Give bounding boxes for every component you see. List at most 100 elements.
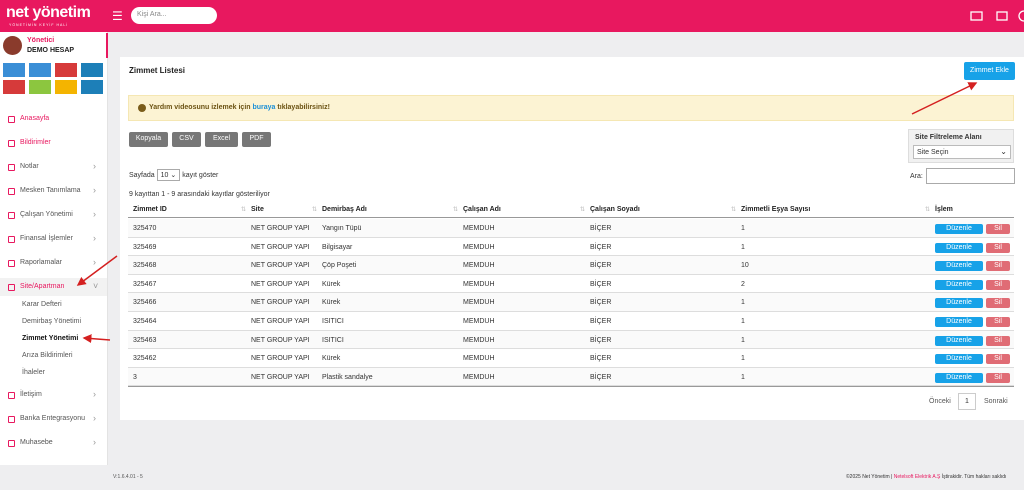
table-row [128, 256, 1014, 275]
quick-icon[interactable] [3, 63, 25, 77]
search-label: Ara: [910, 173, 923, 180]
quick-icon[interactable] [29, 80, 51, 94]
alert-link[interactable]: buraya [252, 104, 276, 111]
edit-button[interactable]: Düzenle [935, 242, 983, 253]
filter-box: Site Filtreleme Alanı Site Seçin ⌄ [908, 129, 1014, 163]
table-cell: Plastik sandalye [322, 373, 373, 381]
delete-button[interactable]: Sil [986, 261, 1010, 272]
delete-button[interactable]: Sil [986, 372, 1010, 383]
filter-select[interactable]: Site Seçin ⌄ [913, 145, 1011, 159]
table-search[interactable] [926, 168, 1015, 184]
table-cell: BİÇER [590, 280, 612, 288]
table-cell: BİÇER [590, 355, 612, 363]
table-cell: 325469 [133, 243, 157, 251]
edit-button[interactable]: Düzenle [935, 224, 983, 234]
table-cell: BİÇER [590, 373, 612, 381]
logo[interactable]: net yönetim [6, 4, 91, 21]
menu-item[interactable]: Finansal İşlemler [20, 235, 73, 242]
export-button[interactable]: Kopyala [129, 132, 168, 147]
sort-icon: ⇅ [241, 207, 247, 213]
delete-button[interactable]: Sil [986, 242, 1010, 253]
quick-icon[interactable] [55, 80, 77, 94]
sort-icon: ⇅ [453, 207, 459, 213]
delete-button[interactable]: Sil [986, 298, 1010, 309]
delete-button[interactable]: Sil [986, 279, 1010, 290]
export-button[interactable]: Excel [205, 132, 238, 147]
search-box[interactable]: Kişi Ara... [131, 7, 217, 24]
page-size-select[interactable]: 10 ⌄ [156, 169, 181, 181]
export-button[interactable]: CSV [172, 132, 201, 147]
column-header[interactable]: Zimmet ID [133, 206, 167, 213]
quick-icon[interactable] [81, 80, 103, 94]
sidebar: net yönetim YÖNETİMİN KEYİF HALİ Yönetic… [0, 0, 108, 465]
menu-toggle[interactable]: ☰ [112, 9, 123, 23]
menu-item[interactable]: Çalışan Yönetimi [20, 211, 73, 218]
delete-button[interactable]: Sil [986, 317, 1010, 327]
menu-item[interactable]: Bildirimler [20, 139, 51, 146]
column-header[interactable]: Çalışan Adı [463, 206, 501, 213]
menu-chevron: › [93, 437, 96, 447]
table-cell: Çöp Poşeti [322, 262, 357, 270]
menu-item[interactable]: İletişim [20, 391, 42, 398]
table-row [128, 219, 1014, 238]
column-header[interactable]: Site [251, 206, 264, 213]
menu-item[interactable]: Raporlamalar [20, 259, 63, 266]
table-cell: MEMDUH [463, 280, 495, 288]
company-link[interactable]: Netelsoft Elektrik A.Ş [893, 474, 941, 480]
edit-button[interactable]: Düzenle [935, 279, 983, 290]
quick-icon[interactable] [55, 63, 77, 77]
table-cell: NET GROUP YAPI [251, 225, 310, 232]
quick-icon[interactable] [3, 80, 25, 94]
user-icon[interactable] [1018, 10, 1024, 22]
quick-icon[interactable] [81, 63, 103, 77]
mail-icon[interactable] [996, 11, 1008, 21]
select-caret: ⌄ [1000, 147, 1007, 156]
export-button[interactable]: PDF [242, 132, 271, 147]
page-title: Zimmet Listesi [129, 66, 186, 75]
menu-item[interactable]: Banka Entegrasyonu [20, 415, 85, 422]
table-cell: BİÇER [590, 225, 612, 232]
edit-button[interactable]: Düzenle [935, 298, 983, 309]
column-header[interactable]: Çalışan Soyadı [590, 206, 640, 213]
add-button[interactable]: Zimmet Ekle [964, 62, 1015, 80]
alert-suffix: tıklayabilirsiniz! [277, 104, 330, 111]
edit-button[interactable]: Düzenle [935, 335, 983, 346]
menu-chevron: › [93, 161, 96, 171]
menu-item[interactable]: Notlar [20, 163, 39, 170]
top-icons [970, 10, 1024, 22]
menu-item[interactable]: Anasayfa [20, 115, 50, 122]
delete-button[interactable]: Sil [986, 354, 1010, 365]
edit-button[interactable]: Düzenle [935, 317, 983, 327]
table-cell: MEMDUH [463, 373, 495, 381]
account: DEMO HESAP [27, 47, 75, 54]
pagination-next[interactable]: Sonraki [984, 398, 1008, 405]
column-header[interactable]: Demirbaş Adı [322, 206, 367, 213]
edit-button[interactable]: Düzenle [935, 261, 983, 272]
submenu-item[interactable]: İhaleler [22, 369, 45, 376]
logo-tagline: YÖNETİMİN KEYİF HALİ [9, 23, 69, 27]
edit-button[interactable]: Düzenle [935, 354, 983, 365]
pagination-prev[interactable]: Önceki [929, 398, 951, 405]
table-row [128, 312, 1014, 331]
menu-item[interactable]: Muhasebe [20, 439, 53, 446]
sort-icon: ⇅ [925, 207, 931, 213]
menu-item[interactable]: Site/Apartman [20, 283, 65, 290]
menu-item[interactable]: Mesken Tanımlama [20, 187, 81, 194]
pagination-current[interactable]: 1 [958, 393, 976, 410]
delete-button[interactable]: Sil [986, 224, 1010, 234]
menu-icon [8, 440, 15, 447]
table-cell: 325464 [133, 318, 157, 325]
submenu-item[interactable]: Arıza Bildirimleri [22, 352, 73, 359]
submenu-item[interactable]: Demirbaş Yönetimi [22, 318, 82, 325]
wallet-icon[interactable] [970, 11, 983, 21]
edit-button[interactable]: Düzenle [935, 372, 983, 383]
column-header[interactable]: Zimmetli Eşya Sayısı [741, 206, 811, 213]
table-cell: NET GROUP YAPI [251, 373, 310, 381]
submenu-item[interactable]: Zimmet Yönetimi [22, 335, 79, 342]
submenu-item[interactable]: Karar Defteri [22, 301, 62, 308]
delete-button[interactable]: Sil [986, 335, 1010, 346]
quick-icon[interactable] [29, 63, 51, 77]
menu-icon [8, 116, 15, 123]
table-cell: NET GROUP YAPI [251, 280, 310, 288]
table-cell: BİÇER [590, 243, 612, 251]
